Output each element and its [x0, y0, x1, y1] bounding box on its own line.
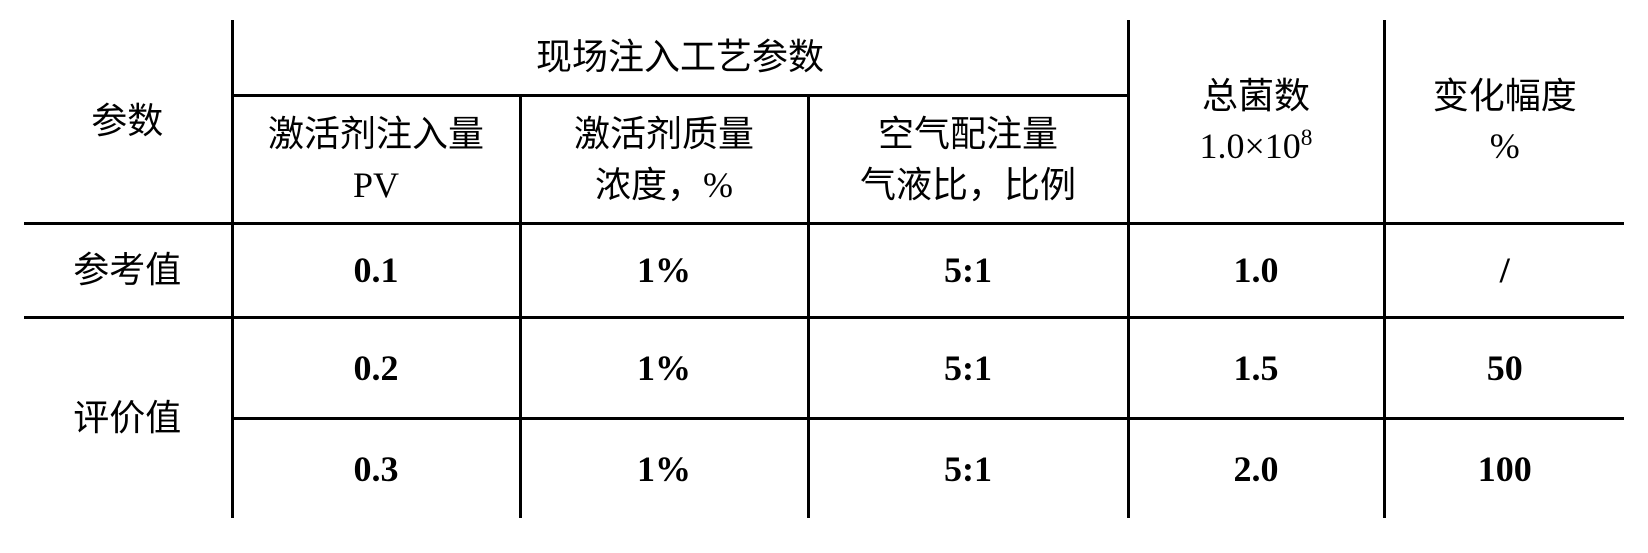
eval2-change: 100: [1384, 418, 1624, 518]
header-group: 现场注入工艺参数: [232, 20, 1128, 96]
header-sub2-line1: 激活剂质量: [574, 114, 754, 154]
eval-label: 评价值: [24, 317, 232, 518]
eval1-change: 50: [1384, 317, 1624, 418]
header-param: 参数: [24, 20, 232, 224]
ref-row: 参考值 0.1 1% 5:1 1.0 /: [24, 224, 1624, 317]
header-change-line2: %: [1490, 126, 1520, 166]
eval-row-2: 0.3 1% 5:1 2.0 100: [24, 418, 1624, 518]
header-change-line1: 变化幅度: [1433, 76, 1577, 116]
ref-label: 参考值: [24, 224, 232, 317]
ref-ratio: 5:1: [808, 224, 1128, 317]
header-sub3-line1: 空气配注量: [878, 114, 1058, 154]
ref-conc: 1%: [520, 224, 808, 317]
header-total-exp: 8: [1301, 125, 1313, 151]
header-total: 总菌数 1.0×108: [1128, 20, 1384, 224]
header-sub3: 空气配注量 气液比，比例: [808, 96, 1128, 224]
parameters-table: 参数 现场注入工艺参数 总菌数 1.0×108 变化幅度 % 激活剂注入量 PV…: [24, 20, 1624, 518]
header-sub2: 激活剂质量 浓度，%: [520, 96, 808, 224]
header-sub1: 激活剂注入量 PV: [232, 96, 520, 224]
header-change: 变化幅度 %: [1384, 20, 1624, 224]
header-sub3-line2: 气液比，比例: [860, 165, 1076, 205]
eval1-pv: 0.2: [232, 317, 520, 418]
header-row-1: 参数 现场注入工艺参数 总菌数 1.0×108 变化幅度 %: [24, 20, 1624, 96]
eval1-conc: 1%: [520, 317, 808, 418]
eval2-pv: 0.3: [232, 418, 520, 518]
ref-change: /: [1384, 224, 1624, 317]
eval2-ratio: 5:1: [808, 418, 1128, 518]
eval1-ratio: 5:1: [808, 317, 1128, 418]
eval1-total: 1.5: [1128, 317, 1384, 418]
header-total-line1: 总菌数: [1202, 76, 1310, 116]
ref-pv: 0.1: [232, 224, 520, 317]
eval2-total: 2.0: [1128, 418, 1384, 518]
header-sub1-line2: PV: [353, 165, 399, 205]
ref-total: 1.0: [1128, 224, 1384, 317]
header-sub1-line1: 激活剂注入量: [268, 114, 484, 154]
header-total-prefix: 1.0×10: [1199, 126, 1300, 166]
header-sub2-line2: 浓度，%: [595, 165, 733, 205]
eval2-conc: 1%: [520, 418, 808, 518]
eval-row-1: 评价值 0.2 1% 5:1 1.5 50: [24, 317, 1624, 418]
